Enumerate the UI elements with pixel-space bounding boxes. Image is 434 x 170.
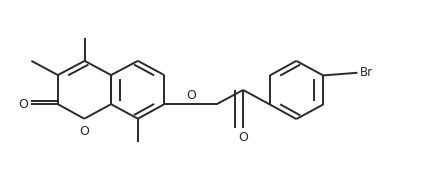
Text: O: O <box>238 131 247 144</box>
Text: O: O <box>79 125 89 139</box>
Text: O: O <box>18 98 28 111</box>
Text: O: O <box>185 89 195 102</box>
Text: Br: Br <box>359 66 372 79</box>
